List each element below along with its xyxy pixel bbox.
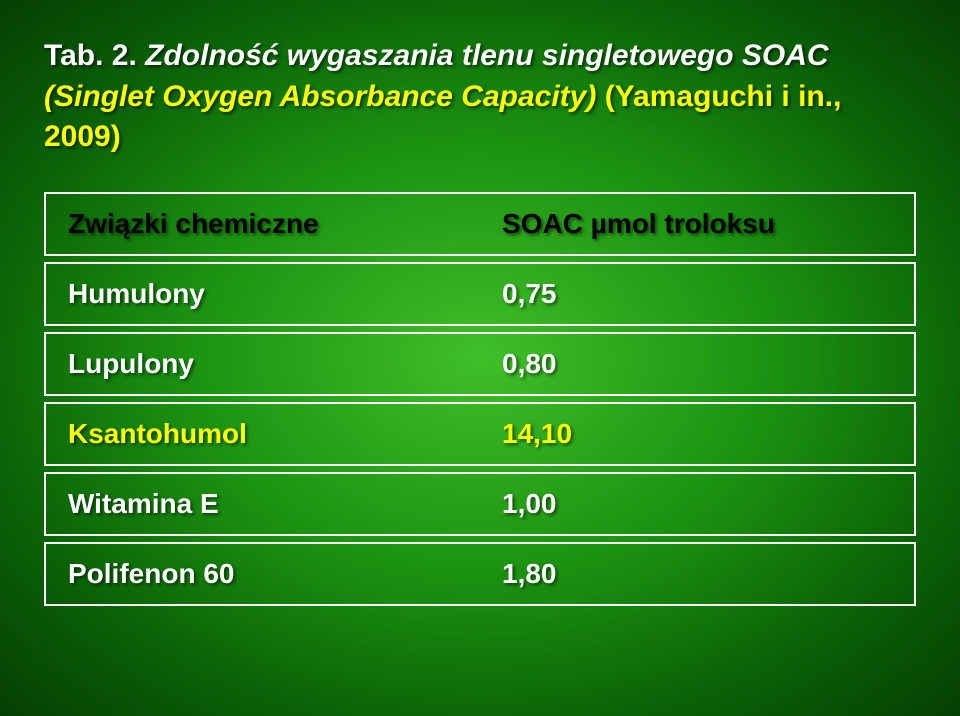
soac-table: Związki chemiczne SOAC µmol troloksu Hum… bbox=[44, 186, 916, 612]
soac-table-body: Związki chemiczne SOAC µmol troloksu Hum… bbox=[44, 192, 916, 606]
value-cell: 1,80 bbox=[480, 542, 916, 606]
table-row: Humulony 0,75 bbox=[44, 262, 916, 326]
value-cell-highlight: 14,10 bbox=[480, 402, 916, 466]
value-cell: 1,00 bbox=[480, 472, 916, 536]
table-row: Ksantohumol 14,10 bbox=[44, 402, 916, 466]
compound-cell: Witamina E bbox=[44, 472, 480, 536]
value-cell: 0,80 bbox=[480, 332, 916, 396]
slide: Tab. 2. Zdolność wygaszania tlenu single… bbox=[0, 0, 960, 716]
slide-title: Tab. 2. Zdolność wygaszania tlenu single… bbox=[44, 36, 916, 158]
table-row: Polifenon 60 1,80 bbox=[44, 542, 916, 606]
compound-cell: Humulony bbox=[44, 262, 480, 326]
table-header-row: Związki chemiczne SOAC µmol troloksu bbox=[44, 192, 916, 256]
header-compounds: Związki chemiczne bbox=[44, 192, 480, 256]
compound-cell-highlight: Ksantohumol bbox=[44, 402, 480, 466]
title-prefix: Tab. 2. bbox=[44, 39, 145, 72]
header-soac: SOAC µmol troloksu bbox=[480, 192, 916, 256]
value-cell: 0,75 bbox=[480, 262, 916, 326]
compound-cell: Polifenon 60 bbox=[44, 542, 480, 606]
title-italic-yellow: (Singlet Oxygen Absorbance Capacity) bbox=[44, 80, 596, 113]
table-row: Lupulony 0,80 bbox=[44, 332, 916, 396]
table-row: Witamina E 1,00 bbox=[44, 472, 916, 536]
compound-cell: Lupulony bbox=[44, 332, 480, 396]
title-main: Zdolność wygaszania tlenu singletowego S… bbox=[145, 39, 828, 72]
